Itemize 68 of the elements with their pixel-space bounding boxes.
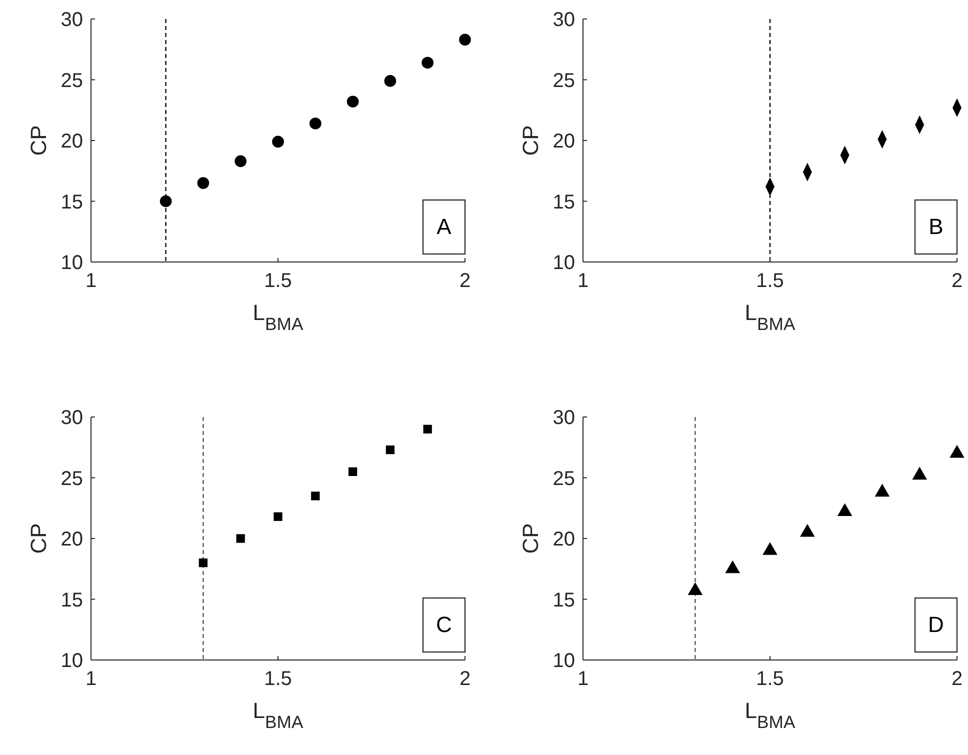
point: [762, 542, 778, 555]
point: [423, 424, 432, 434]
point: [309, 118, 322, 130]
y-tick-label: 20: [60, 130, 83, 152]
x-tick-label: 1.5: [264, 270, 292, 292]
x-tick-label: 1.5: [756, 270, 784, 292]
point: [384, 75, 396, 87]
y-tick-label: 30: [60, 9, 83, 31]
y-tick-label: 10: [60, 650, 83, 672]
point: [874, 484, 890, 497]
y-axis-title: CP: [26, 523, 51, 554]
y-axis-title: CP: [26, 125, 51, 156]
x-tick-label: 2: [951, 270, 963, 292]
point: [197, 177, 210, 189]
annotation: A: [436, 214, 452, 239]
point: [459, 34, 471, 46]
y-tick-label: 30: [60, 407, 83, 429]
x-tick-label: 2: [459, 270, 471, 292]
point: [272, 136, 284, 148]
y-tick-label: 15: [552, 589, 575, 612]
point: [422, 56, 434, 69]
annotation: B: [928, 214, 944, 239]
point: [912, 466, 928, 480]
x-tick-label: 1: [85, 270, 97, 292]
y-tick-label: 10: [552, 252, 575, 274]
y-tick-label: 15: [60, 589, 83, 612]
point: [160, 195, 172, 208]
point: [234, 155, 247, 168]
annotation: D: [928, 612, 944, 637]
point: [274, 512, 282, 521]
x-tick-label: 1: [577, 668, 589, 690]
y-tick-label: 25: [552, 70, 575, 92]
point: [311, 492, 320, 500]
point: [348, 467, 358, 476]
x-axis-title: L$_{BMA}$: [252, 300, 304, 334]
y-tick-label: 10: [60, 252, 83, 274]
point: [688, 582, 703, 596]
x-tick-label: 1: [85, 668, 97, 690]
x-tick-label: 1.5: [756, 668, 784, 690]
y-axis-title: CP: [518, 523, 543, 554]
point: [236, 534, 245, 543]
y-tick-label: 10: [552, 650, 575, 672]
point: [198, 558, 208, 568]
y-tick-label: 15: [60, 191, 83, 214]
x-tick-label: 1: [577, 270, 589, 292]
x-tick-label: 1.5: [264, 668, 292, 690]
y-tick-label: 25: [60, 468, 83, 490]
y-tick-label: 30: [552, 9, 575, 31]
y-tick-label: 25: [60, 70, 83, 92]
y-tick-label: 20: [552, 528, 575, 550]
y-axis-title: CP: [518, 125, 543, 156]
annotation: C: [436, 612, 452, 637]
y-tick-label: 30: [552, 407, 575, 429]
x-tick-label: 2: [459, 668, 471, 690]
x-tick-label: 2: [951, 668, 963, 690]
y-tick-label: 20: [552, 130, 575, 152]
point: [950, 444, 964, 458]
x-axis-title: L$_{BMA}$: [744, 300, 796, 334]
y-tick-label: 25: [552, 468, 575, 490]
y-tick-label: 20: [60, 528, 83, 550]
point: [837, 503, 852, 516]
point: [386, 445, 395, 454]
x-axis-title: L$_{BMA}$: [744, 698, 796, 732]
x-axis-title: L$_{BMA}$: [252, 698, 304, 732]
point: [725, 560, 740, 574]
point: [800, 524, 815, 537]
y-tick-label: 15: [552, 191, 575, 214]
point: [346, 96, 359, 108]
